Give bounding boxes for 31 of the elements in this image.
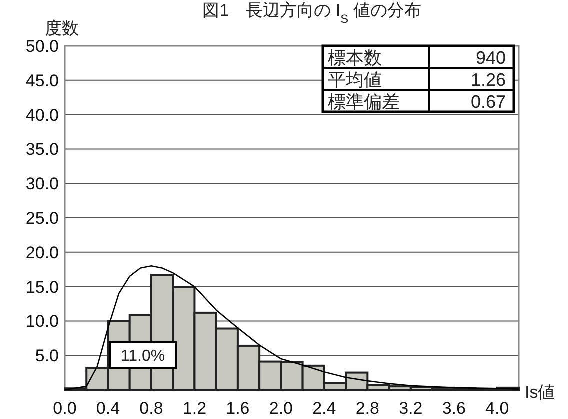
x-tick-label: 0.4 bbox=[96, 399, 120, 418]
y-tick-label: 5.0 bbox=[35, 346, 59, 366]
y-tick-label: 35.0 bbox=[26, 140, 59, 160]
x-tick-label: 0.0 bbox=[53, 399, 77, 418]
y-tick-label: 45.0 bbox=[26, 71, 59, 90]
annotation: 1.26 bbox=[470, 70, 506, 90]
y-tick-label: 10.0 bbox=[26, 312, 59, 332]
x-axis-title: Is値 bbox=[525, 383, 556, 402]
x-tick-label: 2.0 bbox=[269, 399, 294, 418]
annotation: 11.0% bbox=[120, 348, 166, 365]
y-tick-label: 25.0 bbox=[26, 209, 59, 228]
y-tick-label: 30.0 bbox=[26, 174, 59, 194]
annotation: 0.67 bbox=[470, 92, 506, 112]
y-tick-label: 50.0 bbox=[26, 37, 59, 56]
y-axis-title: 度数 bbox=[45, 19, 79, 38]
x-tick-label: 1.6 bbox=[226, 399, 250, 418]
y-tick-label: 40.0 bbox=[26, 106, 59, 125]
x-tick-label: 3.6 bbox=[442, 399, 466, 418]
y-tick-label: 20.0 bbox=[26, 243, 59, 262]
x-tick-label: 1.2 bbox=[182, 399, 207, 418]
y-tick-label: 15.0 bbox=[26, 278, 59, 297]
annotation: 標準偏差 bbox=[328, 92, 400, 112]
x-tick-label: 0.8 bbox=[140, 399, 164, 418]
annotation: 標本数 bbox=[328, 48, 382, 68]
annotation: 940 bbox=[476, 48, 506, 68]
x-tick-label: 3.2 bbox=[399, 399, 423, 418]
x-tick-label: 2.8 bbox=[356, 399, 380, 418]
x-tick-label: 2.4 bbox=[312, 399, 336, 418]
annotation: 平均値 bbox=[328, 70, 382, 90]
x-tick-label: 4.0 bbox=[486, 399, 510, 418]
chart-title: 図1 長辺方向の I$_{S}$ 値の分布 bbox=[202, 1, 422, 26]
